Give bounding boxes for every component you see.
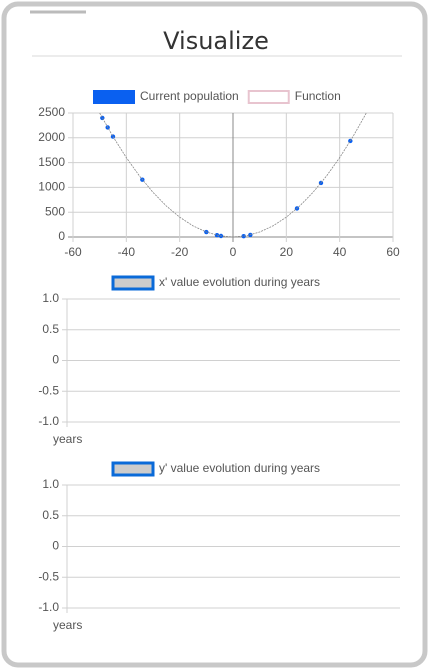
y-tick-label: 0	[58, 229, 65, 243]
x-axis-label: years	[53, 618, 82, 632]
y-tick-label: 0	[52, 539, 59, 553]
y-tick-label: 2000	[38, 130, 65, 144]
y-tick-label: 1000	[38, 180, 65, 194]
legend-label: y' value evolution during years	[159, 461, 320, 475]
y-tick-label: -0.5	[38, 569, 59, 583]
y-tick-label: 2500	[38, 105, 65, 119]
legend-label: x' value evolution during years	[159, 275, 320, 289]
legend-label: Function	[295, 89, 341, 103]
y-tick-label: 500	[45, 204, 65, 218]
y-tick-label: 0.5	[42, 508, 59, 522]
x-axis-label: years	[53, 432, 82, 446]
legend-swatch	[93, 90, 135, 104]
y-tick-label: -1.0	[38, 414, 59, 428]
x-tick-label: -20	[171, 245, 189, 259]
y-tick-label: 1.0	[42, 477, 59, 491]
data-point	[100, 115, 105, 121]
data-point	[241, 234, 246, 239]
y-tick-label: 1500	[38, 155, 65, 169]
function-line	[99, 113, 367, 237]
x-tick-label: 40	[333, 245, 347, 259]
y-tick-label: 0	[52, 353, 59, 367]
y-tick-label: -1.0	[38, 600, 59, 614]
legend-swatch	[247, 90, 290, 104]
x-tick-label: 20	[280, 245, 294, 259]
y-tick-label: 1.0	[42, 291, 59, 305]
x-tick-label: 0	[230, 245, 237, 259]
legend-swatch	[111, 275, 155, 291]
x-tick-label: -60	[64, 245, 82, 259]
legend-label: Current population	[140, 89, 239, 103]
y-tick-label: 0.5	[42, 322, 59, 336]
page-title: Visualize	[163, 27, 269, 55]
x-tick-label: -40	[118, 245, 136, 259]
legend-swatch	[111, 461, 155, 477]
y-tick-label: -0.5	[38, 383, 59, 397]
x-tick-label: 60	[386, 245, 400, 259]
